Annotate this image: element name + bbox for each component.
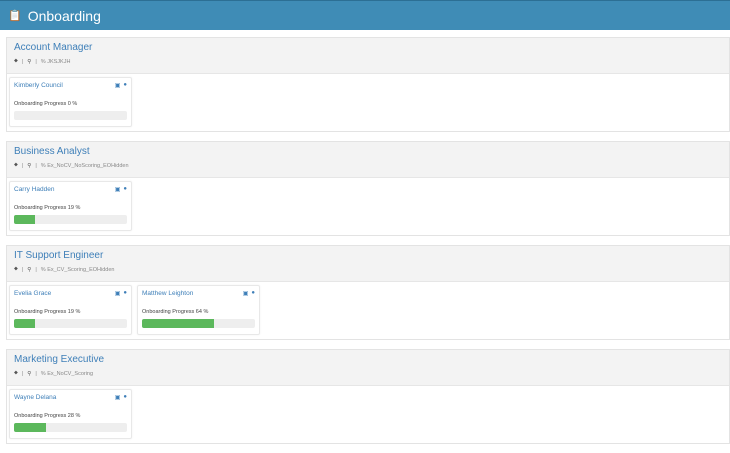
progress-label: Onboarding Progress 19 % [14, 205, 81, 211]
job-section: Marketing Executive ⬥ | ⚲ |% Ex_NoCV_Scorin… [6, 349, 730, 444]
job-section: IT Support Engineer ⬥ | ⚲ |% Ex_CV_Scoring_… [6, 245, 730, 340]
user-icon[interactable]: ● [123, 82, 127, 88]
page-header: 📋 Onboarding [0, 0, 730, 30]
progress-label: Onboarding Progress 0 % [14, 101, 78, 107]
progress-fill [14, 319, 36, 328]
progress-fill [14, 215, 36, 224]
id-card-icon[interactable]: ▣ [114, 395, 121, 401]
job-title-link[interactable]: Marketing Executive [14, 354, 105, 365]
candidate-card: Matthew Leighton ▣ ● Onboarding Progress … [137, 285, 260, 335]
id-card-icon[interactable]: ▣ [242, 291, 249, 297]
progress-bar [142, 319, 255, 328]
job-section: Business Analyst ⬥ | ⚲ |% Ex_NoCV_NoScoring… [6, 141, 730, 236]
tags-icon: ⬥ [14, 58, 18, 64]
progress-bar [14, 423, 127, 432]
job-tag: Ex_NoCV_NoScoring_EOHidden [47, 162, 129, 169]
user-icon[interactable]: ● [123, 394, 127, 400]
link-icon: % [40, 162, 46, 169]
candidate-card: Kimberly Council ▣ ● Onboarding Progress … [9, 77, 132, 127]
progress-fill [142, 319, 215, 328]
progress-label: Onboarding Progress 28 % [14, 413, 81, 419]
job-title-link[interactable]: IT Support Engineer [14, 250, 104, 261]
job-title-link[interactable]: Account Manager [14, 42, 93, 53]
link-icon: % [40, 266, 46, 273]
candidate-name-link[interactable]: Evelia Grace [14, 290, 52, 297]
candidate-card: Evelia Grace ▣ ● Onboarding Progress 19 % [9, 285, 132, 335]
candidate-name-link[interactable]: Kimberly Council [14, 82, 63, 89]
candidate-card: Wayne Delana ▣ ● Onboarding Progress 28 % [9, 389, 132, 439]
link-icon: % [40, 370, 46, 377]
job-tag: Ex_CV_Scoring_EOHidden [47, 266, 115, 273]
tags-icon: ⬥ [14, 266, 18, 272]
progress-bar [14, 319, 127, 328]
progress-bar [14, 215, 127, 224]
user-icon[interactable]: ● [251, 290, 255, 296]
id-card-icon[interactable]: ▣ [114, 291, 121, 297]
job-title-link[interactable]: Business Analyst [14, 146, 90, 157]
progress-label: Onboarding Progress 64 % [142, 309, 209, 315]
candidate-name-link[interactable]: Carry Hadden [14, 186, 55, 193]
link-icon: % [40, 58, 46, 65]
id-card-icon[interactable]: ▣ [114, 187, 121, 193]
progress-fill [14, 423, 46, 432]
job-tag: JKSJKJH [47, 58, 71, 65]
progress-label: Onboarding Progress 19 % [14, 309, 81, 315]
location-icon: ⚲ [27, 370, 32, 377]
job-tag: Ex_NoCV_Scoring [47, 370, 94, 377]
location-icon: ⚲ [27, 266, 32, 273]
candidate-name-link[interactable]: Wayne Delana [14, 394, 57, 401]
progress-bar [14, 111, 127, 120]
id-card-icon[interactable]: ▣ [114, 83, 121, 89]
tags-icon: ⬥ [14, 162, 18, 168]
clipboard-icon: 📋 [8, 10, 22, 22]
job-section: Account Manager ⬥ | ⚲ |% JKSJKJH Kimberly C… [6, 37, 730, 132]
location-icon: ⚲ [27, 162, 32, 169]
tags-icon: ⬥ [14, 370, 18, 376]
candidate-card: Carry Hadden ▣ ● Onboarding Progress 19 % [9, 181, 132, 231]
user-icon[interactable]: ● [123, 290, 127, 296]
user-icon[interactable]: ● [123, 186, 127, 192]
location-icon: ⚲ [27, 58, 32, 65]
page-title: Onboarding [27, 7, 101, 24]
sections-list: Account Manager ⬥ | ⚲ |% JKSJKJH Kimberly C… [6, 37, 730, 453]
candidate-name-link[interactable]: Matthew Leighton [142, 290, 194, 297]
